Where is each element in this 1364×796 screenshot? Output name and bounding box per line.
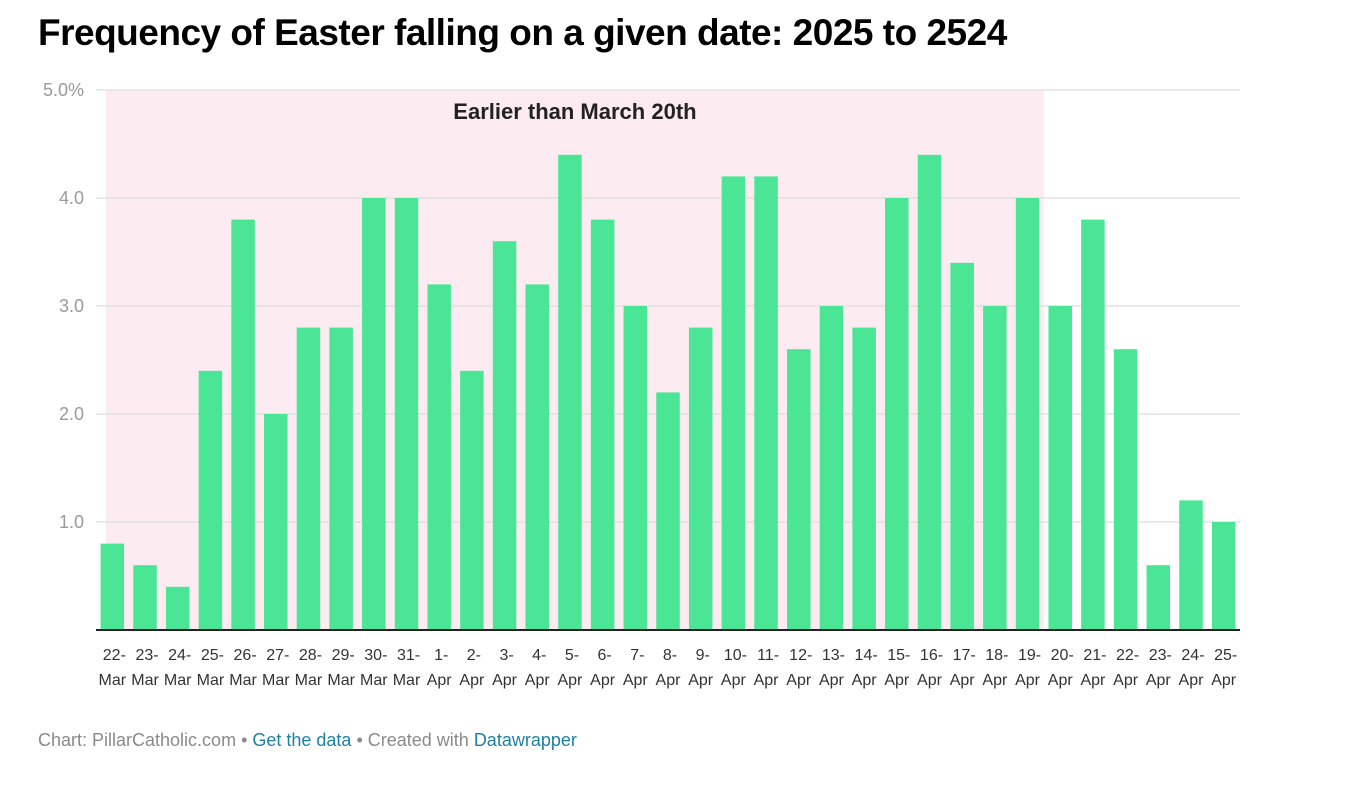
bar <box>1015 198 1040 630</box>
x-tick-label: 25-Mar <box>197 647 225 689</box>
bar <box>1081 219 1105 630</box>
x-tick-label: 13-Apr <box>819 647 845 689</box>
bar <box>754 176 778 630</box>
bar <box>264 414 288 630</box>
x-tick-label: 23-Mar <box>131 647 159 689</box>
x-tick-label: 3-Apr <box>492 647 518 689</box>
bar <box>885 198 909 630</box>
bar <box>165 586 190 630</box>
get-the-data-link[interactable]: Get the data <box>252 730 352 750</box>
bar <box>231 219 255 630</box>
bar <box>917 154 942 631</box>
x-tick-label: 9-Apr <box>688 647 714 689</box>
x-tick-label: 10-Apr <box>721 647 747 689</box>
bar <box>1146 565 1171 630</box>
footer-credit: Chart: PillarCatholic.com • <box>38 730 253 750</box>
chart-footer: Chart: PillarCatholic.com • Get the data… <box>38 730 577 751</box>
x-tick-label: 20-Apr <box>1048 647 1074 689</box>
bar <box>786 349 811 630</box>
x-tick-label: 1-Apr <box>427 647 453 689</box>
y-tick-label: 4.0 <box>59 188 84 208</box>
x-tick-label: 4-Apr <box>525 647 551 689</box>
bar <box>623 306 648 630</box>
bar <box>852 327 876 630</box>
x-tick-label: 16-Apr <box>917 647 943 689</box>
x-tick-label: 27-Mar <box>262 647 290 689</box>
x-tick-label: 24-Apr <box>1179 647 1205 689</box>
x-tick-label: 5-Apr <box>557 647 583 689</box>
datawrapper-link[interactable]: Datawrapper <box>473 730 577 750</box>
y-tick-label: 2.0 <box>59 404 84 424</box>
bar <box>492 241 517 630</box>
x-tick-label: 22-Mar <box>99 647 127 689</box>
footer-created-with: • Created with <box>351 730 474 750</box>
x-tick-label: 6-Apr <box>590 647 616 689</box>
bar <box>721 176 746 630</box>
chart-title: Frequency of Easter falling on a given d… <box>38 12 1007 53</box>
bar <box>329 327 353 630</box>
x-tick-label: 31-Mar <box>393 647 421 689</box>
x-tick-label: 29-Mar <box>327 647 355 689</box>
bar <box>100 543 125 630</box>
bar <box>656 392 680 630</box>
bar <box>688 327 713 630</box>
bar <box>590 219 615 630</box>
bar <box>558 154 582 631</box>
bar <box>460 370 484 630</box>
x-tick-label: 15-Apr <box>884 647 910 689</box>
x-tick-label: 8-Apr <box>656 647 682 689</box>
bar <box>983 306 1007 630</box>
x-tick-label: 22-Apr <box>1113 647 1139 689</box>
x-tick-label: 23-Apr <box>1146 647 1172 689</box>
annotation-label: Earlier than March 20th <box>453 99 696 124</box>
bar <box>1179 500 1203 630</box>
bar <box>362 198 386 630</box>
bar <box>1048 306 1072 630</box>
x-tick-label: 26-Mar <box>229 647 257 689</box>
bar <box>950 262 974 630</box>
bar <box>427 284 451 630</box>
x-tick-label: 11-Apr <box>754 647 780 689</box>
bar <box>1211 522 1236 630</box>
x-tick-label: 25-Apr <box>1211 647 1237 689</box>
y-tick-label: 3.0 <box>59 296 84 316</box>
x-tick-label: 28-Mar <box>295 647 323 689</box>
x-tick-label: 19-Apr <box>1015 647 1041 689</box>
y-tick-label: 5.0% <box>43 80 84 100</box>
bar <box>198 370 223 630</box>
bar <box>394 198 419 630</box>
bar <box>1113 349 1138 630</box>
y-tick-label: 1.0 <box>59 512 84 532</box>
x-tick-label: 21-Apr <box>1080 647 1106 689</box>
x-tick-label: 2-Apr <box>459 647 485 689</box>
bar <box>525 284 550 630</box>
x-tick-label: 7-Apr <box>623 647 649 689</box>
x-tick-label: 14-Apr <box>852 647 878 689</box>
x-tick-label: 18-Apr <box>982 647 1008 689</box>
bar-chart: 1.0 2.0 3.0 4.0 5.0% 22-Mar23-Mar24-Mar25-Mar… <box>43 80 1240 689</box>
x-tick-label: 30-Mar <box>360 647 388 689</box>
bar <box>133 565 157 630</box>
x-tick-label: 12-Apr <box>786 647 812 689</box>
x-tick-label: 17-Apr <box>950 647 976 689</box>
x-tick-label: 24-Mar <box>164 647 192 689</box>
bar <box>296 327 321 630</box>
bar <box>819 306 844 630</box>
